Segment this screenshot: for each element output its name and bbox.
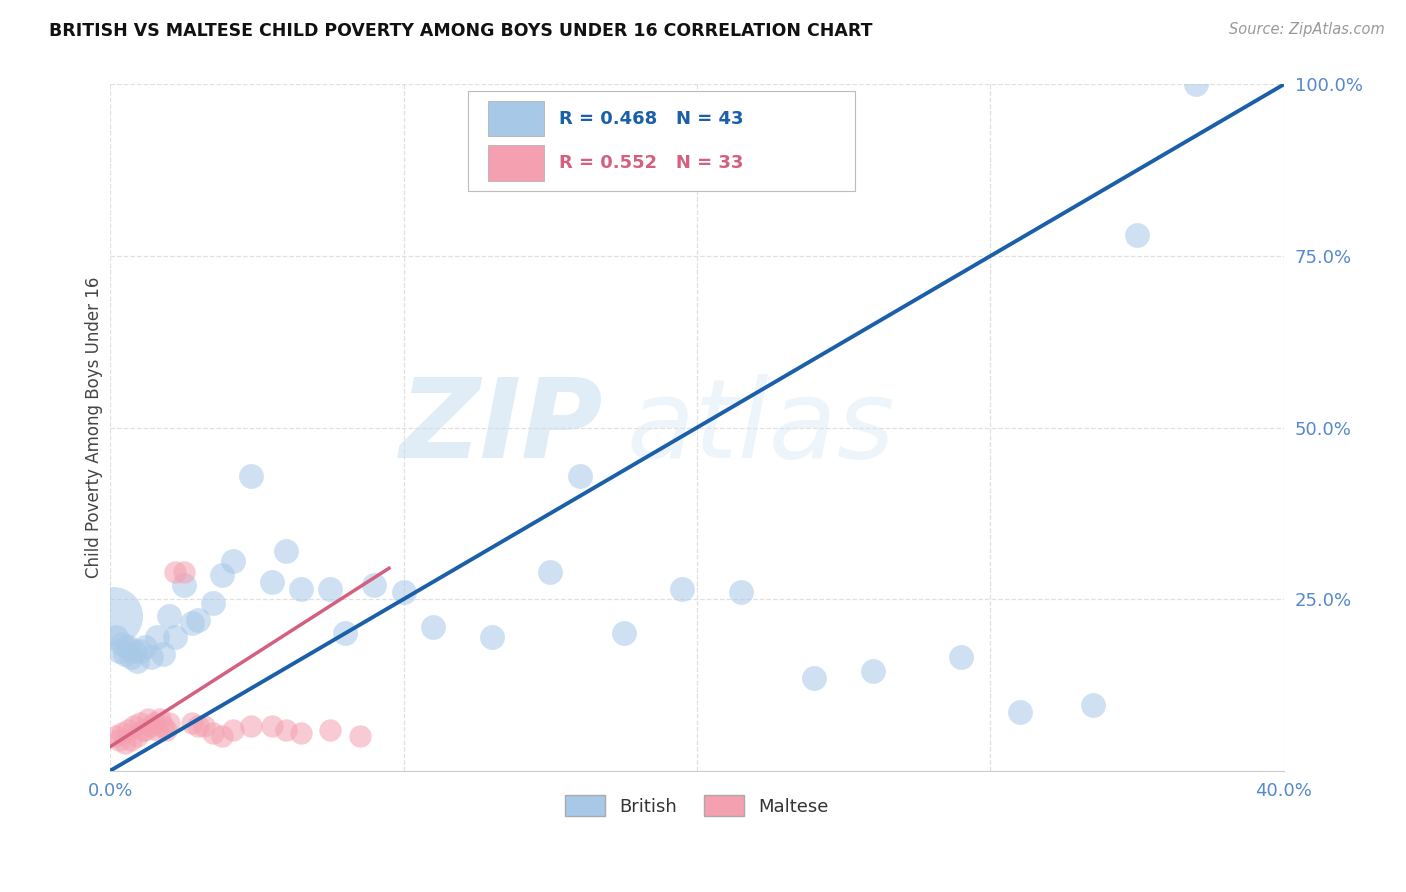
Text: R = 0.468   N = 43: R = 0.468 N = 43 bbox=[558, 110, 742, 128]
Point bbox=[155, 723, 177, 737]
Point bbox=[240, 468, 263, 483]
Point bbox=[290, 582, 312, 596]
Point bbox=[276, 723, 298, 737]
Point bbox=[157, 715, 180, 730]
Point bbox=[187, 613, 209, 627]
Point bbox=[260, 574, 283, 589]
Point bbox=[105, 730, 128, 744]
Point bbox=[240, 719, 263, 733]
Point bbox=[333, 626, 356, 640]
Point bbox=[422, 619, 444, 633]
Point bbox=[290, 726, 312, 740]
Text: atlas: atlas bbox=[627, 374, 896, 481]
Y-axis label: Child Poverty Among Boys Under 16: Child Poverty Among Boys Under 16 bbox=[86, 277, 103, 578]
Point bbox=[319, 723, 342, 737]
Text: Source: ZipAtlas.com: Source: ZipAtlas.com bbox=[1229, 22, 1385, 37]
Point bbox=[146, 723, 169, 737]
Point bbox=[349, 730, 371, 744]
Point bbox=[392, 585, 415, 599]
Point bbox=[173, 578, 195, 592]
Point bbox=[276, 544, 298, 558]
Point bbox=[181, 715, 204, 730]
Text: R = 0.552   N = 33: R = 0.552 N = 33 bbox=[558, 154, 742, 172]
Point bbox=[211, 568, 233, 582]
Bar bbox=[488, 145, 544, 181]
Point bbox=[108, 643, 131, 657]
Point bbox=[181, 616, 204, 631]
Point bbox=[117, 723, 139, 737]
Point bbox=[173, 565, 195, 579]
Point bbox=[1126, 228, 1149, 243]
Point bbox=[152, 647, 174, 661]
Point bbox=[1008, 706, 1031, 720]
Point bbox=[187, 719, 209, 733]
Point bbox=[193, 719, 215, 733]
Point bbox=[201, 596, 224, 610]
Point bbox=[222, 554, 245, 568]
Point bbox=[157, 609, 180, 624]
Point bbox=[146, 630, 169, 644]
Point bbox=[260, 719, 283, 733]
FancyBboxPatch shape bbox=[468, 91, 855, 191]
Point bbox=[111, 637, 134, 651]
Point bbox=[103, 609, 125, 624]
Point bbox=[152, 719, 174, 733]
Point bbox=[613, 626, 636, 640]
Point bbox=[111, 726, 134, 740]
Point bbox=[950, 650, 973, 665]
Point bbox=[120, 650, 142, 665]
Point bbox=[163, 565, 186, 579]
Text: BRITISH VS MALTESE CHILD POVERTY AMONG BOYS UNDER 16 CORRELATION CHART: BRITISH VS MALTESE CHILD POVERTY AMONG B… bbox=[49, 22, 873, 40]
Point bbox=[1081, 698, 1104, 713]
Point bbox=[138, 712, 160, 726]
Point bbox=[128, 715, 150, 730]
Point bbox=[149, 712, 172, 726]
Point bbox=[803, 671, 825, 685]
Point bbox=[1184, 78, 1206, 92]
Point bbox=[163, 630, 186, 644]
Point bbox=[128, 643, 150, 657]
Point bbox=[131, 723, 153, 737]
Point bbox=[125, 730, 148, 744]
Point bbox=[671, 582, 693, 596]
Point bbox=[122, 643, 145, 657]
Point bbox=[538, 565, 561, 579]
Point bbox=[122, 719, 145, 733]
Point bbox=[211, 730, 233, 744]
Point bbox=[222, 723, 245, 737]
Legend: British, Maltese: British, Maltese bbox=[558, 789, 837, 823]
Point bbox=[363, 578, 385, 592]
Point bbox=[114, 647, 136, 661]
Point bbox=[108, 732, 131, 747]
Point bbox=[117, 640, 139, 655]
Point bbox=[141, 719, 163, 733]
Point bbox=[114, 736, 136, 750]
Point bbox=[143, 715, 166, 730]
Point bbox=[125, 654, 148, 668]
Point bbox=[120, 732, 142, 747]
Point bbox=[862, 664, 884, 678]
Point bbox=[105, 630, 128, 644]
Point bbox=[141, 650, 163, 665]
Point bbox=[134, 723, 156, 737]
Text: ZIP: ZIP bbox=[399, 374, 603, 481]
Point bbox=[134, 640, 156, 655]
Bar bbox=[488, 101, 544, 136]
Point bbox=[201, 726, 224, 740]
Point bbox=[730, 585, 752, 599]
Point bbox=[568, 468, 591, 483]
Point bbox=[319, 582, 342, 596]
Point bbox=[481, 630, 503, 644]
